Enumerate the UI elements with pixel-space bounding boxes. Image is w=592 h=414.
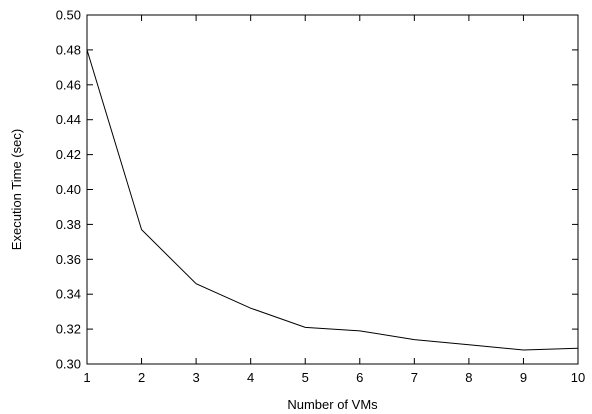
y-tick-label: 0.44 [56, 112, 81, 127]
y-axis-ticks: 0.30 0.32 0.34 0.36 0.38 0.40 0.42 0.44 0.46 0.48… [56, 8, 578, 372]
y-tick-label: 0.38 [56, 217, 81, 232]
y-tick-label: 0.48 [56, 42, 81, 57]
y-tick-label: 0.36 [56, 252, 81, 267]
x-tick-label: 10 [571, 370, 585, 385]
x-tick-label: 3 [192, 370, 199, 385]
x-tick-label: 6 [356, 370, 363, 385]
y-tick-label: 0.42 [56, 147, 81, 162]
y-tick-label: 0.40 [56, 182, 81, 197]
x-tick-label: 7 [411, 370, 418, 385]
x-axis-label: Number of VMs [287, 397, 378, 412]
series-line [86, 49, 579, 351]
y-tick-label: 0.50 [56, 8, 81, 23]
x-axis-ticks: 1 2 3 4 5 6 7 8 9 10 [83, 15, 585, 385]
y-tick-label: 0.46 [56, 77, 81, 92]
x-tick-label: 5 [302, 370, 309, 385]
x-tick-label: 9 [520, 370, 527, 385]
x-tick-label: 8 [465, 370, 472, 385]
y-tick-label: 0.30 [56, 357, 81, 372]
x-tick-label: 1 [83, 370, 90, 385]
x-tick-label: 4 [247, 370, 254, 385]
y-tick-label: 0.32 [56, 322, 81, 337]
x-tick-label: 2 [138, 370, 145, 385]
y-axis-label: Execution Time (sec) [9, 129, 24, 250]
y-tick-label: 0.34 [56, 287, 81, 302]
plot-frame [86, 14, 579, 365]
